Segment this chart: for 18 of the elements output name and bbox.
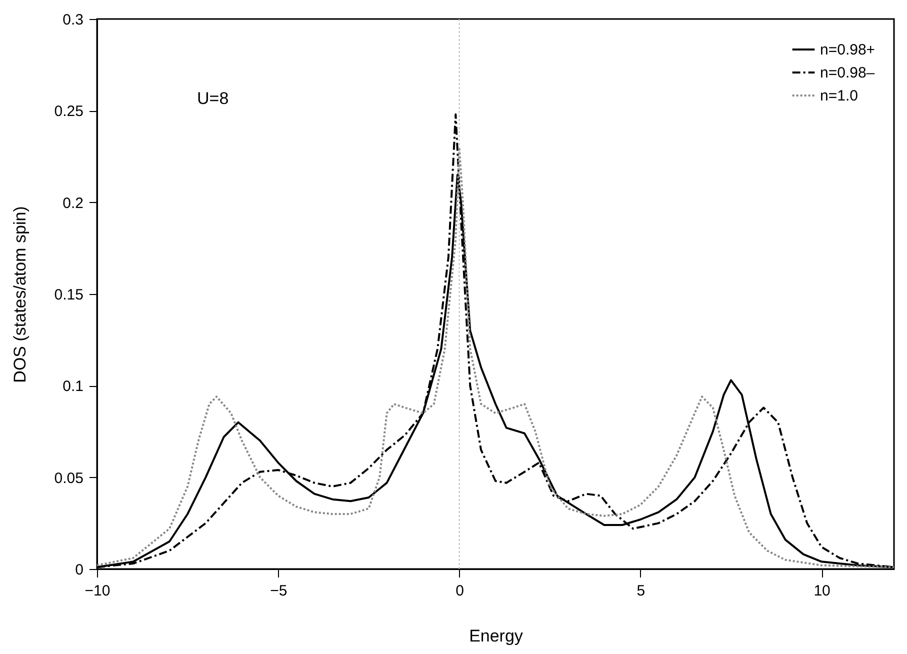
annotation: U=8 bbox=[197, 89, 229, 108]
x-tick-label: 5 bbox=[636, 582, 646, 600]
legend-label: n=0.98+ bbox=[820, 42, 876, 58]
y-tick-label: 0.05 bbox=[54, 470, 84, 487]
legend-label: n=0.98– bbox=[820, 64, 876, 82]
x-tick-label: −5 bbox=[270, 582, 288, 600]
x-tick-label: 10 bbox=[814, 582, 830, 600]
y-tick-label: 0.1 bbox=[62, 378, 84, 396]
x-tick-label: 0 bbox=[456, 582, 464, 600]
x-axis-title: Energy bbox=[469, 626, 524, 646]
y-tick-label: 0.3 bbox=[62, 12, 84, 28]
x-tick-label: −10 bbox=[84, 582, 110, 600]
legend-label: n=1.0 bbox=[820, 88, 858, 104]
y-tick-label: 0.2 bbox=[62, 194, 84, 212]
y-tick-label: 0.15 bbox=[54, 286, 84, 304]
y-axis-title: DOS (states/atom spin) bbox=[10, 206, 30, 383]
y-tick-label: 0 bbox=[75, 562, 84, 578]
y-tick-label: 0.25 bbox=[54, 103, 84, 120]
